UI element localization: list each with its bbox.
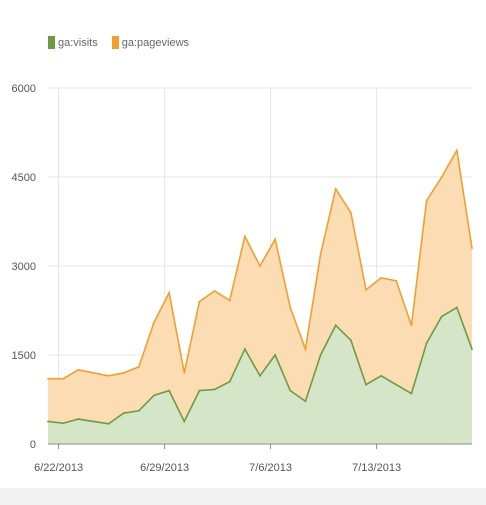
data-point-ga-pageviews — [183, 371, 186, 374]
data-point-ga-visits — [153, 394, 155, 397]
data-point-ga-visits — [304, 400, 307, 403]
data-point-ga-visits — [122, 412, 125, 415]
data-point-ga-visits — [274, 354, 277, 356]
data-point-ga-pageviews — [455, 149, 458, 152]
y-tick-label: 4500 — [12, 172, 36, 184]
data-point-ga-pageviews — [77, 368, 80, 371]
data-point-ga-pageviews — [425, 199, 428, 202]
data-point-ga-visits — [137, 409, 140, 412]
data-point-ga-visits — [471, 348, 473, 350]
data-point-ga-visits — [319, 354, 322, 356]
x-tick-label: 7/6/2013 — [249, 462, 292, 474]
data-point-ga-pageviews — [289, 306, 292, 309]
data-point-ga-visits — [349, 339, 352, 342]
y-tick-label: 1500 — [12, 350, 36, 362]
data-point-ga-visits — [47, 420, 49, 423]
data-point-ga-visits — [425, 342, 428, 345]
data-point-ga-pageviews — [213, 290, 216, 292]
data-point-ga-visits — [395, 383, 398, 386]
data-point-ga-pageviews — [198, 300, 201, 303]
data-point-ga-pageviews — [62, 377, 65, 380]
data-point-ga-visits — [289, 389, 292, 392]
data-point-ga-pageviews — [47, 377, 49, 380]
legend-swatch-pageviews — [111, 36, 119, 49]
data-point-ga-pageviews — [228, 299, 231, 302]
y-tick-label: 0 — [30, 439, 36, 451]
chart-panel: ga:visits ga:pageviews 0 1500 3000 4500 6000… — [0, 0, 486, 488]
series-area-ga-pageviews — [48, 150, 472, 445]
data-point-ga-pageviews — [395, 279, 398, 282]
data-point-ga-pageviews — [259, 265, 261, 267]
data-point-ga-pageviews — [349, 211, 352, 214]
data-point-ga-visits — [183, 420, 186, 423]
data-point-ga-pageviews — [365, 288, 367, 291]
data-point-ga-visits — [213, 388, 216, 391]
data-point-ga-pageviews — [243, 235, 246, 238]
data-point-ga-pageviews — [304, 348, 307, 350]
data-point-ga-pageviews — [440, 176, 443, 178]
data-point-ga-pageviews — [319, 253, 322, 256]
data-point-ga-visits — [198, 389, 201, 392]
data-point-ga-visits — [92, 420, 95, 423]
data-point-ga-visits — [365, 383, 367, 386]
area-chart: 0 1500 3000 4500 6000 6/22/2013 6/29/2013 7/6/2… — [12, 83, 473, 474]
data-point-ga-visits — [107, 422, 110, 425]
data-point-ga-visits — [228, 380, 231, 383]
y-tick-label: 3000 — [12, 261, 36, 273]
data-point-ga-visits — [259, 374, 261, 377]
data-point-ga-visits — [410, 392, 413, 395]
data-point-ga-visits — [334, 324, 337, 327]
data-point-ga-visits — [77, 418, 80, 420]
legend-swatch-visits — [48, 36, 55, 49]
data-point-ga-pageviews — [410, 324, 413, 327]
data-point-ga-visits — [455, 306, 458, 309]
data-point-ga-pageviews — [153, 321, 155, 324]
data-point-ga-pageviews — [168, 291, 171, 294]
data-point-ga-pageviews — [92, 371, 95, 374]
data-point-ga-pageviews — [380, 276, 383, 279]
chart-legend: ga:visits ga:pageviews — [48, 36, 189, 49]
data-point-ga-pageviews — [334, 187, 337, 190]
legend-label-visits: ga:visits — [58, 37, 98, 49]
data-point-ga-pageviews — [137, 365, 140, 368]
x-tick-label: 7/13/2013 — [352, 462, 401, 474]
data-point-ga-visits — [440, 315, 443, 318]
legend-label-pageviews: ga:pageviews — [121, 37, 190, 49]
data-point-ga-pageviews — [122, 371, 125, 374]
x-tick-label: 6/29/2013 — [140, 462, 189, 474]
y-tick-label: 6000 — [12, 83, 36, 95]
data-point-ga-visits — [243, 348, 246, 350]
legend-item-pageviews[interactable]: ga:pageviews — [111, 36, 190, 49]
data-point-ga-visits — [62, 422, 65, 425]
data-point-ga-visits — [168, 389, 171, 392]
x-tick-label: 6/22/2013 — [34, 462, 83, 474]
data-point-ga-pageviews — [107, 374, 110, 377]
data-point-ga-visits — [380, 374, 383, 377]
data-point-ga-pageviews — [471, 247, 473, 250]
legend-item-visits[interactable]: ga:visits — [48, 36, 98, 49]
data-point-ga-pageviews — [274, 238, 277, 241]
